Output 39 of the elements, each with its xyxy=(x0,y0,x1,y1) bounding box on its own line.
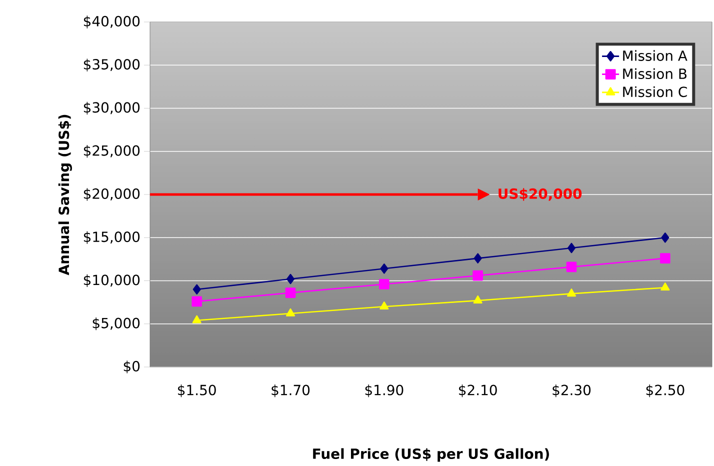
x-tick-label: $2.50 xyxy=(646,384,684,398)
point xyxy=(286,308,296,316)
point xyxy=(473,295,482,304)
point xyxy=(474,253,482,264)
point xyxy=(661,232,670,243)
point xyxy=(660,253,670,264)
point xyxy=(192,315,202,324)
point xyxy=(567,242,576,254)
y-tick-label: $5,000 xyxy=(92,318,140,330)
y-tick-label: $20,000 xyxy=(84,188,140,201)
y-tick-label: $30,000 xyxy=(84,102,140,115)
point xyxy=(285,288,296,298)
point xyxy=(380,301,389,310)
y-tick-label: $25,000 xyxy=(84,145,140,158)
y-tick-label: $0 xyxy=(124,360,140,374)
y-tick-label: $35,000 xyxy=(84,58,140,72)
ref-line-label: US$20,000 xyxy=(498,188,582,201)
point xyxy=(660,282,670,291)
x-tick-label: $1.50 xyxy=(178,384,216,398)
point xyxy=(566,288,576,297)
point xyxy=(192,284,201,294)
point xyxy=(192,296,202,307)
y-tick-label: $15,000 xyxy=(84,231,140,244)
point xyxy=(286,274,295,284)
point xyxy=(472,270,483,281)
point xyxy=(566,262,577,272)
legend-label: Mission B xyxy=(623,68,686,80)
legend-label: Mission C xyxy=(623,86,687,98)
point xyxy=(380,264,388,274)
legend-label: Mission A xyxy=(623,50,688,61)
x-tick-label: $1.90 xyxy=(365,384,404,398)
x-axis-title: Fuel Price (US$ per US Gallon) xyxy=(313,448,549,462)
x-tick-label: $1.70 xyxy=(272,384,310,398)
x-tick-label: $2.30 xyxy=(552,384,591,398)
x-tick-label: $2.10 xyxy=(459,384,497,398)
y-tick-label: $10,000 xyxy=(84,274,140,288)
y-tick-label: $40,000 xyxy=(84,16,140,28)
point xyxy=(379,279,390,290)
y-axis-title: Annual Saving (US$) xyxy=(58,114,72,276)
